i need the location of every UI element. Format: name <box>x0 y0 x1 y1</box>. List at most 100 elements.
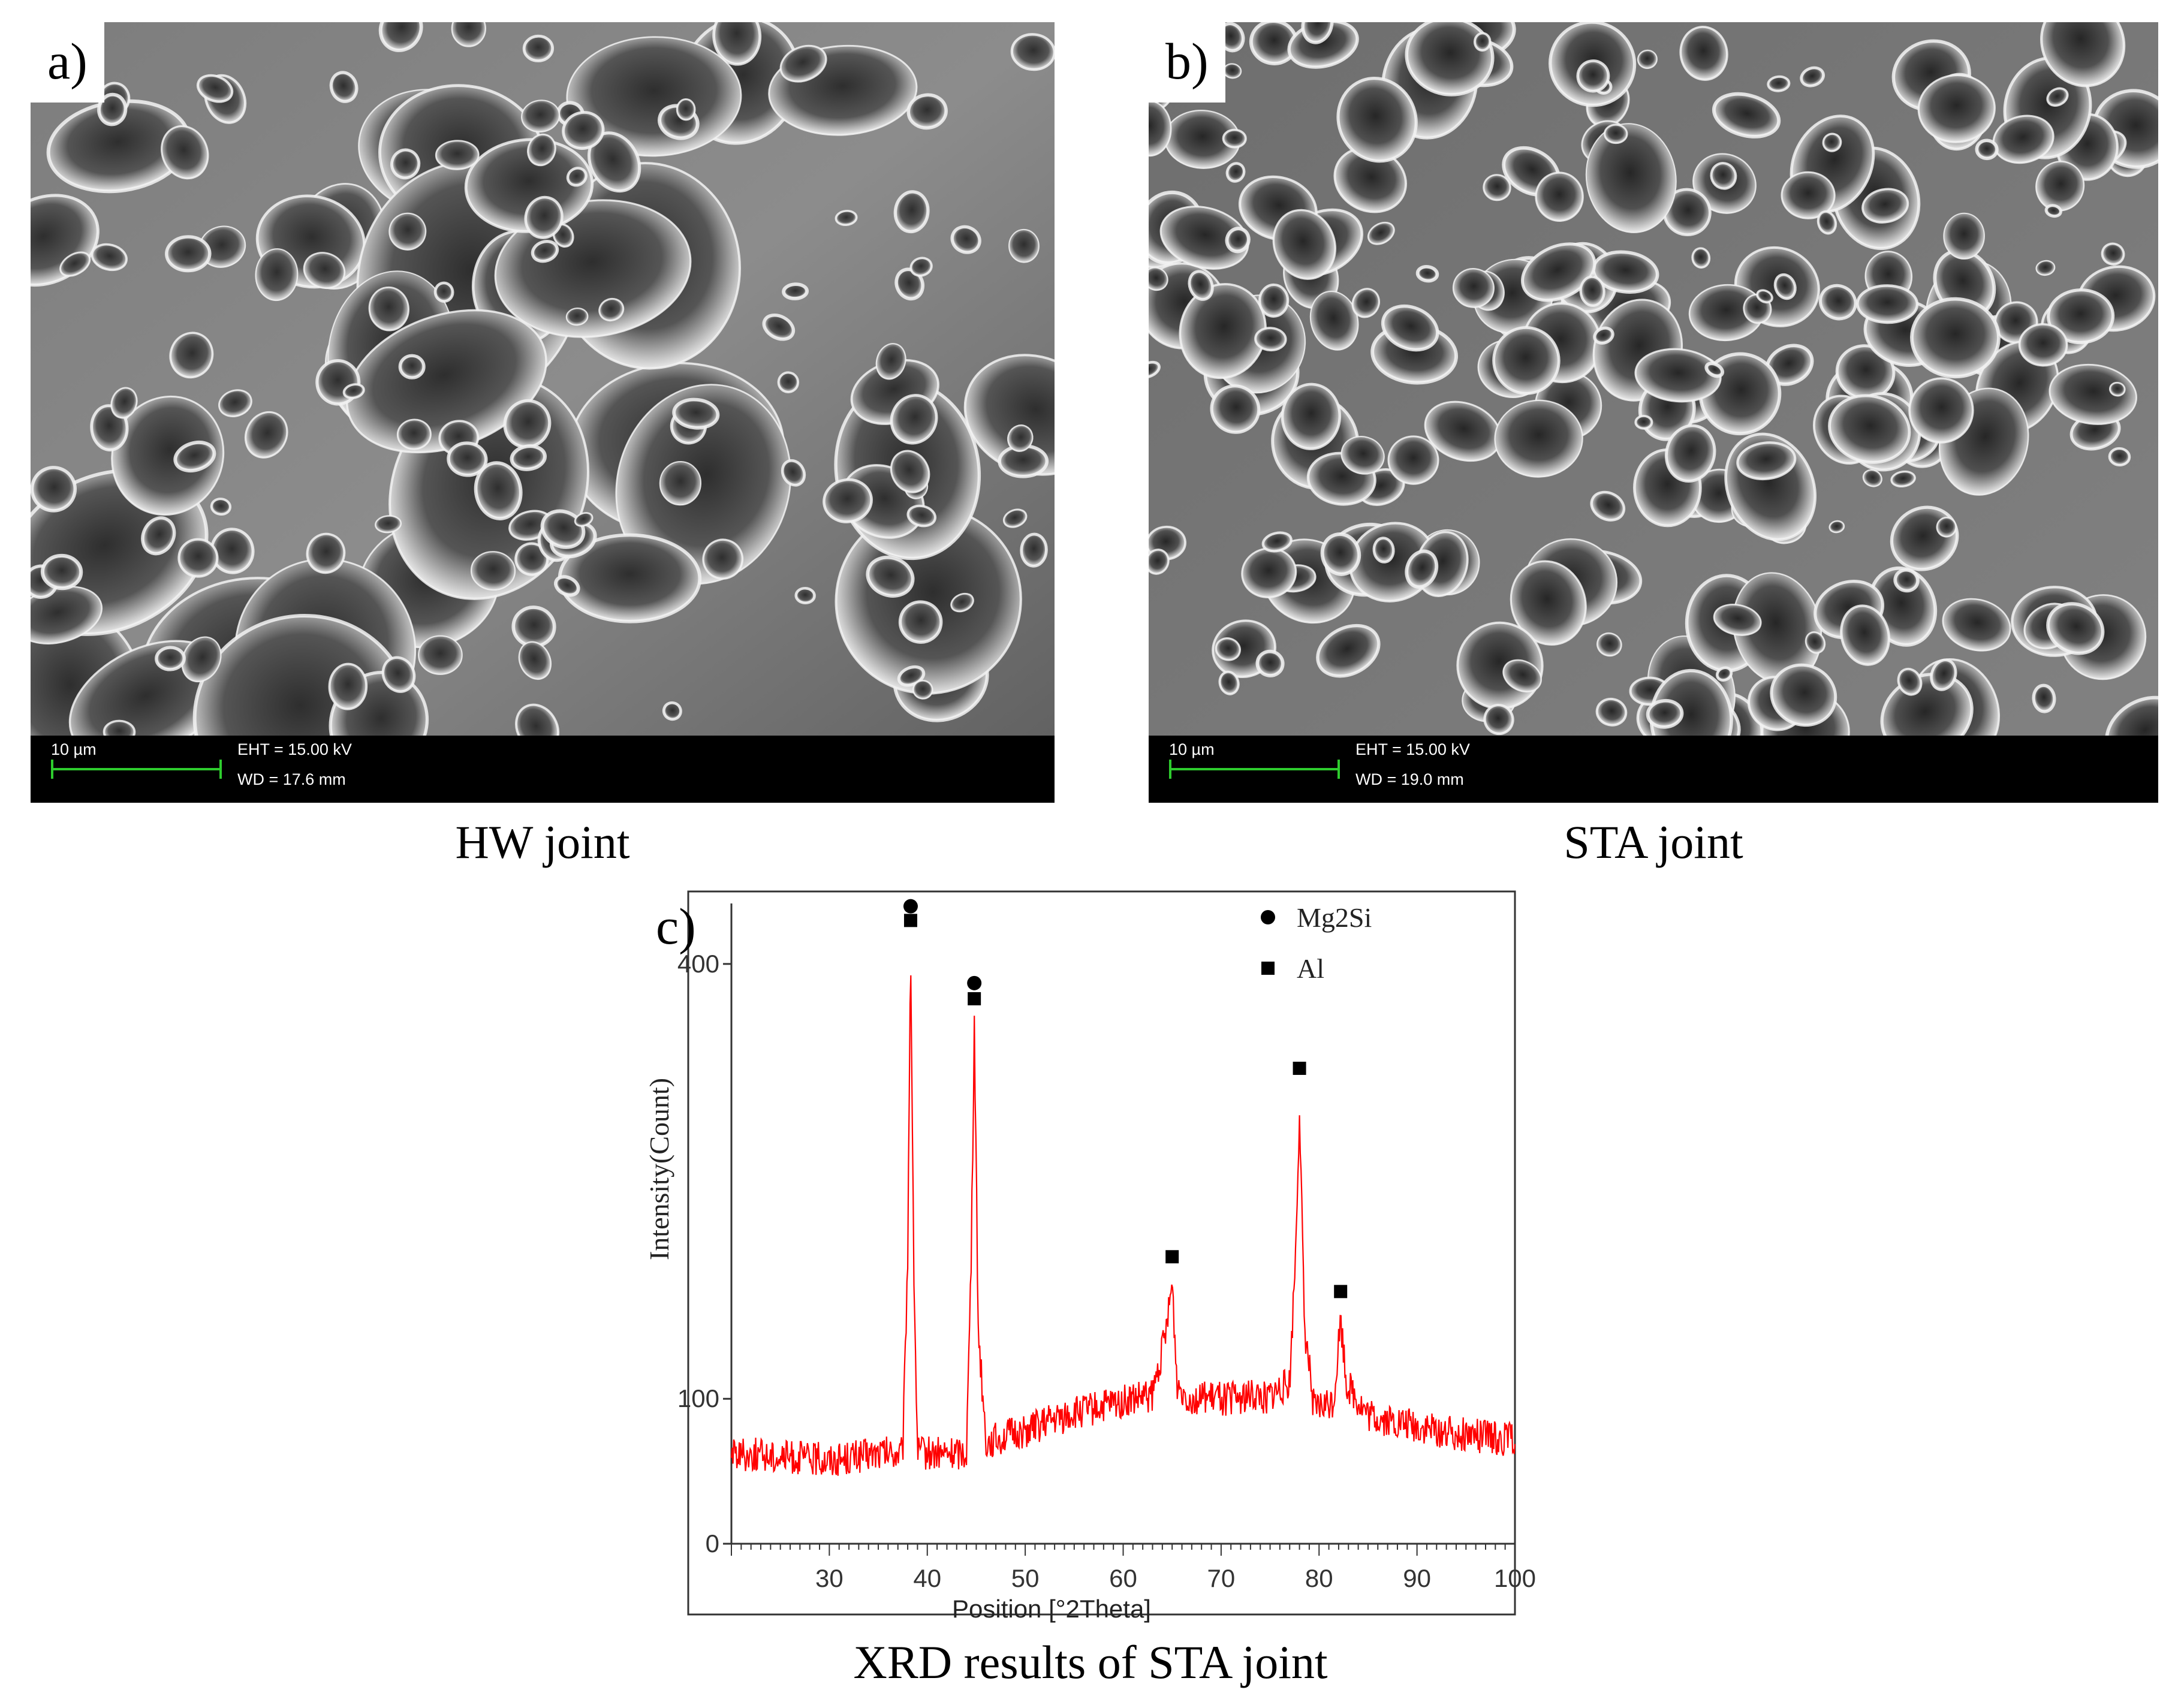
fracture-dimple <box>1781 171 1836 219</box>
fracture-dimple <box>906 504 937 528</box>
fracture-dimple <box>794 586 816 604</box>
fracture-dimple <box>1930 658 1957 691</box>
fracture-dimple <box>527 133 556 167</box>
fracture-dimple <box>2108 447 2131 466</box>
caption-sta-joint: STA joint <box>1564 816 1743 868</box>
fracture-dimple <box>554 575 580 597</box>
eht-readout: EHT = 15.00 kV <box>237 740 352 758</box>
fracture-dimple <box>1149 100 1172 157</box>
sem-databar: 10 µm EHT = 15.00 kV WD = 17.6 mm <box>31 736 1055 803</box>
fracture-dimple <box>1596 632 1622 657</box>
fracture-dimple <box>375 515 402 534</box>
fracture-dimple <box>31 466 77 513</box>
fracture-dimple <box>1008 228 1040 263</box>
fracture-dimple <box>1301 22 1334 44</box>
fracture-dimple <box>1340 436 1385 475</box>
fracture-dimple <box>1020 532 1048 568</box>
fracture-dimple <box>1604 123 1628 144</box>
fracture-dimple <box>1381 305 1439 352</box>
legend-marker <box>1261 962 1275 975</box>
fracture-dimple <box>702 538 744 580</box>
fracture-dimple <box>1917 74 1996 143</box>
fracture-dimple <box>2049 363 2137 425</box>
legend-label: Al <box>1297 953 1324 984</box>
fracture-dimple <box>540 509 586 549</box>
fracture-dimple <box>1149 360 1161 379</box>
fracture-dimple <box>1716 666 1733 682</box>
fracture-dimple <box>433 281 454 303</box>
fracture-dimple <box>368 286 409 332</box>
fracture-dimple <box>1452 268 1495 308</box>
fracture-dimple <box>169 332 214 379</box>
fracture-dimple <box>470 551 516 591</box>
fracture-dimple <box>40 553 83 591</box>
fracture-dimple <box>712 22 762 66</box>
fracture-dimple <box>1908 377 1974 444</box>
fracture-dimple <box>1585 123 1677 233</box>
caption-hw-joint: HW joint <box>455 816 630 868</box>
fracture-dimple <box>1637 49 1658 70</box>
fracture-dimple <box>531 240 559 263</box>
fracture-dimple <box>2018 323 2068 367</box>
fracture-dimple <box>1855 284 1919 324</box>
legend-label: Mg2Si <box>1297 902 1372 933</box>
fracture-dimple <box>1691 247 1711 269</box>
fracture-dimple <box>303 252 346 290</box>
fracture-dimple <box>1483 704 1514 736</box>
fracture-dimple <box>1713 604 1762 636</box>
fracture-dimple <box>782 282 809 300</box>
fracture-dimple <box>779 44 827 83</box>
fracture-dimple <box>835 506 1022 695</box>
peak-marker-al <box>1165 1250 1179 1264</box>
fracture-dimple <box>950 225 981 254</box>
fracture-dimple <box>1805 631 1826 654</box>
scale-bar <box>1169 760 1340 779</box>
fracture-dimple <box>906 93 948 130</box>
fracture-dimple <box>562 111 605 150</box>
fracture-dimple <box>390 148 421 180</box>
fracture-dimple <box>435 140 480 170</box>
fracture-dimple <box>474 461 523 520</box>
fracture-dimple <box>1188 270 1214 301</box>
fracture-dimple <box>1770 663 1837 727</box>
fracture-dimple <box>762 313 796 341</box>
fracture-dimple <box>1254 327 1287 352</box>
x-tick-label: 60 <box>1109 1564 1137 1592</box>
fracture-dimple <box>1225 162 1246 183</box>
fracture-dimple <box>1007 424 1034 452</box>
fracture-dimple <box>255 248 299 302</box>
fracture-dimple <box>659 460 702 506</box>
fracture-dimple <box>97 92 128 126</box>
fracture-dimple <box>950 592 974 613</box>
fracture-dimple <box>398 354 426 379</box>
fracture-dimple <box>1218 670 1240 695</box>
fracture-dimple <box>522 34 555 62</box>
fracture-dimple <box>1367 221 1395 245</box>
fracture-dimple <box>1336 77 1418 163</box>
fracture-dimple <box>328 662 368 710</box>
fracture-dimple <box>524 195 564 239</box>
fracture-dimple <box>514 542 549 576</box>
xrd-series-line <box>730 975 1516 1476</box>
fracture-dimple <box>1261 531 1293 553</box>
fracture-dimple <box>1502 659 1542 692</box>
peak-marker-al <box>903 914 917 927</box>
fracture-dimple <box>1210 384 1261 434</box>
fracture-dimple <box>909 257 933 277</box>
fracture-dimple <box>912 679 933 700</box>
sem-image-hw-joint: a) 10 µm EHT = 15.00 kV WD = 17.6 mm <box>31 22 1055 803</box>
legend-marker <box>1261 910 1275 924</box>
fracture-dimple <box>1817 210 1837 235</box>
fracture-dimple <box>1593 326 1614 345</box>
fracture-dimple <box>521 100 561 133</box>
fracture-dimple <box>1936 516 1957 538</box>
fracture-dimple <box>196 74 234 103</box>
fracture-dimple <box>177 538 219 578</box>
sem-micrograph-hw <box>31 22 1055 803</box>
fracture-dimple <box>1255 649 1285 677</box>
scale-bar-label: 10 µm <box>51 740 97 758</box>
fracture-dimple <box>447 441 488 477</box>
fracture-dimple <box>1405 549 1439 589</box>
fracture-dimple <box>1590 490 1626 522</box>
fracture-dimple <box>1893 568 1920 593</box>
